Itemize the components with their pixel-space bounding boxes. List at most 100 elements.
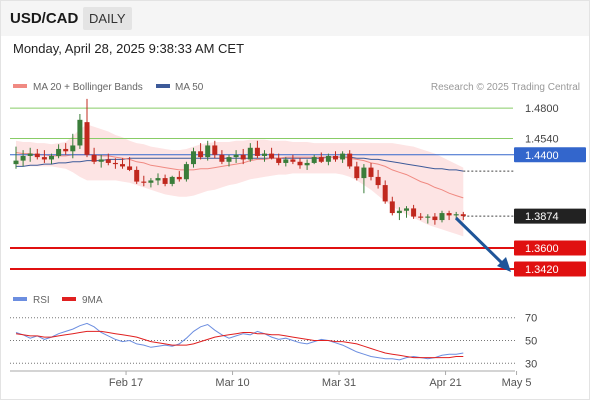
candle-body bbox=[233, 154, 239, 158]
candle-20 bbox=[155, 173, 161, 186]
candle-42 bbox=[311, 154, 317, 165]
candle-body bbox=[439, 213, 445, 221]
x-tick-label-Mar 31: Mar 31 bbox=[322, 377, 356, 389]
level-label-1.4800: 1.4800 bbox=[525, 103, 559, 115]
projection-arrow-shaft bbox=[454, 216, 505, 266]
candle-27 bbox=[205, 140, 211, 161]
candle-body bbox=[411, 208, 417, 217]
candle-14 bbox=[112, 158, 118, 169]
candle-55 bbox=[404, 206, 409, 218]
level-label-1.3874: 1.3874 bbox=[525, 211, 559, 223]
candle-body bbox=[290, 159, 296, 162]
candle-15 bbox=[120, 158, 125, 169]
candle-body bbox=[382, 185, 388, 202]
candle-body bbox=[63, 148, 69, 152]
level-label-1.3600: 1.3600 bbox=[525, 243, 559, 255]
candle-body bbox=[446, 213, 452, 216]
candle-body bbox=[13, 160, 19, 165]
candle-58 bbox=[425, 214, 431, 224]
candle-9 bbox=[77, 113, 83, 149]
candle-13 bbox=[105, 153, 111, 166]
projection-arrow-head bbox=[497, 257, 511, 272]
candle-57 bbox=[418, 213, 424, 221]
candle-body bbox=[169, 176, 175, 184]
level-tag-1.4400 bbox=[514, 147, 586, 163]
candle-28 bbox=[212, 140, 218, 159]
candle-body bbox=[155, 178, 161, 181]
candle-body bbox=[375, 176, 381, 186]
candle-36 bbox=[269, 147, 275, 160]
candle-18 bbox=[141, 175, 147, 187]
candle-61 bbox=[446, 210, 452, 221]
candle-32 bbox=[240, 148, 246, 165]
candle-body bbox=[325, 155, 331, 162]
rsi-ma-legend-swatch bbox=[62, 297, 76, 301]
candle-body bbox=[453, 214, 459, 216]
candle-body bbox=[297, 161, 303, 166]
candle-body bbox=[283, 159, 289, 163]
candle-body bbox=[269, 153, 275, 159]
candle-37 bbox=[276, 153, 282, 166]
candle-2 bbox=[27, 147, 33, 162]
candle-body bbox=[219, 154, 225, 162]
candle-body bbox=[418, 216, 424, 218]
candle-60 bbox=[439, 210, 445, 223]
candle-body bbox=[105, 159, 111, 163]
candle-29 bbox=[219, 150, 225, 165]
candle-6 bbox=[56, 144, 62, 159]
candle-43 bbox=[318, 152, 324, 163]
candle-51 bbox=[375, 169, 381, 189]
candle-12 bbox=[98, 154, 104, 168]
rsi-ma-line bbox=[15, 330, 464, 359]
candle-44 bbox=[325, 153, 331, 166]
rsi-legend-swatch bbox=[13, 297, 27, 301]
candle-59 bbox=[432, 213, 438, 225]
candle-body bbox=[84, 122, 90, 155]
candle-body bbox=[134, 169, 140, 182]
candle-body bbox=[425, 216, 431, 218]
candle-body bbox=[34, 153, 40, 158]
candle-47 bbox=[347, 150, 353, 169]
candle-body bbox=[354, 166, 360, 179]
candle-body bbox=[56, 148, 62, 156]
candle-body bbox=[460, 214, 466, 217]
candle-34 bbox=[254, 140, 260, 159]
candle-48 bbox=[354, 161, 360, 181]
candle-body bbox=[304, 162, 310, 166]
candle-body bbox=[240, 154, 246, 160]
x-tick-label-Mar 10: Mar 10 bbox=[215, 377, 249, 389]
rsi-tick-30: 30 bbox=[525, 358, 537, 370]
candle-11 bbox=[91, 147, 97, 165]
candle-45 bbox=[333, 151, 338, 162]
candle-body bbox=[198, 151, 204, 158]
candle-body bbox=[162, 178, 168, 184]
candle-26 bbox=[198, 143, 204, 160]
rsi-tick-50: 50 bbox=[525, 336, 537, 348]
candle-body bbox=[262, 153, 267, 156]
candle-body bbox=[340, 153, 346, 160]
candle-body bbox=[333, 155, 338, 160]
ma20-legend-swatch bbox=[13, 84, 27, 88]
candle-22 bbox=[169, 175, 175, 187]
candle-body bbox=[254, 147, 260, 156]
rsi-legend: RSI 9MA bbox=[13, 295, 103, 306]
timeframe-badge[interactable]: DAILY bbox=[83, 7, 132, 30]
candle-body bbox=[226, 157, 232, 162]
candle-63 bbox=[460, 211, 466, 221]
candle-body bbox=[311, 157, 317, 163]
header-bar: USD/CAD DAILY bbox=[0, 0, 590, 36]
candle-body bbox=[318, 157, 324, 162]
rsi-tick-70: 70 bbox=[525, 313, 537, 325]
candle-body bbox=[127, 166, 133, 170]
candle-body bbox=[368, 167, 374, 177]
candle-25 bbox=[191, 147, 196, 168]
candle-46 bbox=[340, 151, 346, 163]
candle-30 bbox=[226, 154, 232, 167]
candle-body bbox=[27, 153, 33, 156]
candle-7 bbox=[63, 143, 69, 155]
candle-8 bbox=[70, 133, 76, 159]
rsi-legend-label: RSI bbox=[33, 295, 50, 306]
candle-body bbox=[191, 151, 196, 165]
candle-body bbox=[77, 119, 83, 146]
ma50-legend-label: MA 50 bbox=[175, 82, 204, 93]
